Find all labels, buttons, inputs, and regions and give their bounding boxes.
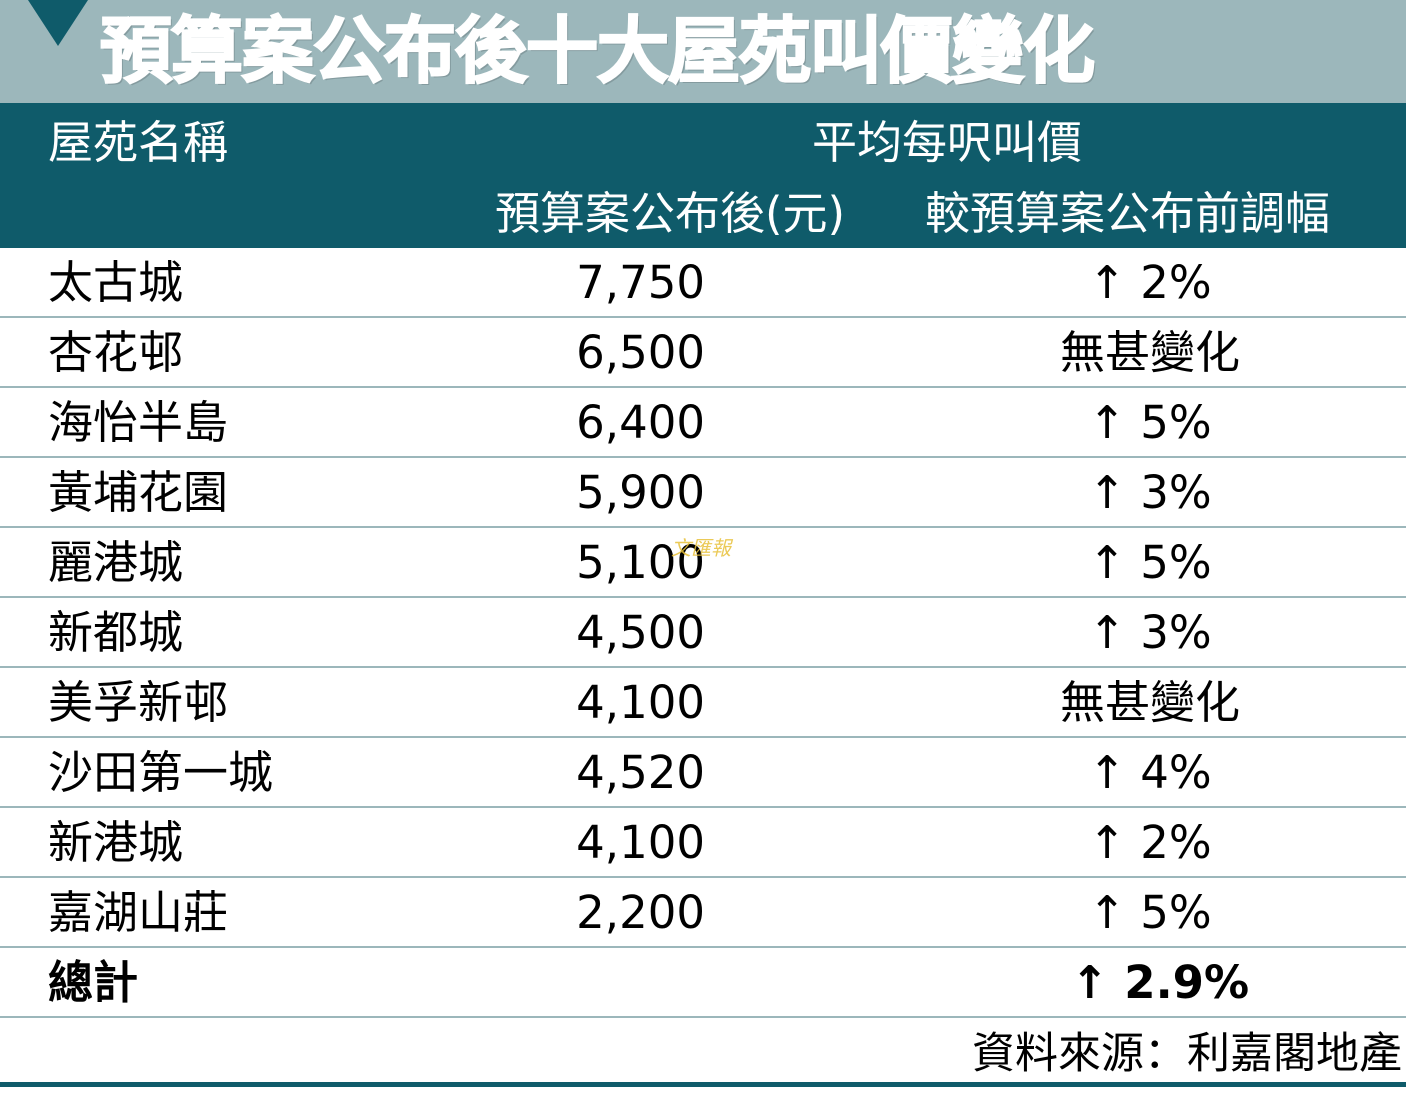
change-value: ↑ 2% bbox=[1088, 816, 1212, 869]
table-row: 太古城 7,750 ↑ 2% bbox=[0, 248, 1406, 318]
triangle-marker-icon bbox=[28, 0, 88, 46]
price-value: 4,520 bbox=[576, 746, 705, 799]
page-title: 預算案公布後十大屋苑叫價變化 bbox=[99, 8, 1096, 94]
price-value: 5,100 bbox=[576, 536, 705, 589]
column-header-average-price: 平均每呎叫價 bbox=[812, 116, 1083, 169]
table-row: 杏花邨 6,500 無甚變化 bbox=[0, 318, 1406, 388]
table-row: 沙田第一城 4,520 ↑ 4% bbox=[0, 738, 1406, 808]
change-value: ↑ 5% bbox=[1088, 886, 1212, 939]
estate-name: 杏花邨 bbox=[48, 326, 184, 379]
bottom-divider bbox=[0, 1082, 1406, 1087]
table-header: 屋苑名稱 平均每呎叫價 預算案公布後(元) 較預算案公布前調幅 bbox=[0, 103, 1406, 248]
column-header-after-budget: 預算案公布後(元) bbox=[495, 187, 846, 240]
estate-name: 太古城 bbox=[48, 256, 184, 309]
price-value: 6,400 bbox=[576, 396, 705, 449]
estate-name: 新都城 bbox=[48, 606, 184, 659]
price-value: 4,100 bbox=[576, 676, 705, 729]
table-row: 新都城 4,500 ↑ 3% bbox=[0, 598, 1406, 668]
estate-name: 新港城 bbox=[48, 816, 184, 869]
change-value: ↑ 3% bbox=[1088, 606, 1212, 659]
change-value: ↑ 5% bbox=[1088, 396, 1212, 449]
change-value: 無甚變化 bbox=[1059, 676, 1240, 729]
estate-name: 沙田第一城 bbox=[48, 746, 274, 799]
total-row: 總計 ↑ 2.9% bbox=[0, 948, 1406, 1018]
price-value: 4,500 bbox=[576, 606, 705, 659]
table-row: 嘉湖山莊 2,200 ↑ 5% bbox=[0, 878, 1406, 948]
estate-name: 嘉湖山莊 bbox=[48, 886, 229, 939]
change-value: ↑ 5% bbox=[1088, 536, 1212, 589]
estate-name: 海怡半島 bbox=[48, 396, 229, 449]
title-bar: 預算案公布後十大屋苑叫價變化 bbox=[0, 0, 1406, 103]
table-row: 黃埔花園 5,900 ↑ 3% bbox=[0, 458, 1406, 528]
change-value: ↑ 3% bbox=[1088, 466, 1212, 519]
price-value: 6,500 bbox=[576, 326, 705, 379]
watermark-logo: 文匯報 bbox=[671, 536, 734, 560]
source-note: 資料來源：利嘉閣地產 bbox=[972, 1029, 1402, 1079]
total-change-value: ↑ 2.9% bbox=[1070, 956, 1250, 1009]
column-header-name: 屋苑名稱 bbox=[48, 116, 229, 169]
price-value: 5,900 bbox=[576, 466, 705, 519]
change-value: ↑ 4% bbox=[1088, 746, 1212, 799]
table-row: 麗港城 5,100 ↑ 5% bbox=[0, 528, 1406, 598]
total-label: 總計 bbox=[48, 956, 139, 1009]
estate-name: 美孚新邨 bbox=[48, 676, 229, 729]
estate-name: 麗港城 bbox=[48, 536, 184, 589]
table-row: 新港城 4,100 ↑ 2% bbox=[0, 808, 1406, 878]
change-value: ↑ 2% bbox=[1088, 256, 1212, 309]
table-row: 美孚新邨 4,100 無甚變化 bbox=[0, 668, 1406, 738]
price-value: 2,200 bbox=[576, 886, 705, 939]
estate-name: 黃埔花園 bbox=[48, 466, 229, 519]
change-value: 無甚變化 bbox=[1059, 326, 1240, 379]
price-value: 4,100 bbox=[576, 816, 705, 869]
column-header-change: 較預算案公布前調幅 bbox=[925, 187, 1331, 240]
watermark-text: 文匯報 bbox=[671, 536, 734, 560]
price-value: 7,750 bbox=[576, 256, 705, 309]
table-row: 海怡半島 6,400 ↑ 5% bbox=[0, 388, 1406, 458]
